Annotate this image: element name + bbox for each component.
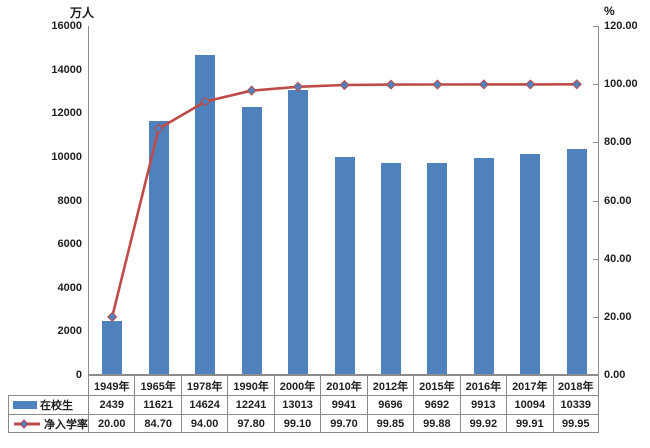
line-marker-2017年 [525, 79, 536, 90]
table-value-在校生-2012年: 9696 [366, 395, 414, 414]
category-label-2018年: 2018年 [552, 375, 599, 395]
plot-area [88, 26, 599, 375]
category-label-1978年: 1978年 [180, 375, 228, 395]
table-value-在校生-2018年: 10339 [552, 395, 599, 414]
right-axis-title: % [604, 4, 615, 18]
right-axis-tick-40.00: 40.00 [604, 253, 632, 265]
left-axis-tick-6000: 6000 [57, 238, 82, 250]
category-label-1965年: 1965年 [134, 375, 181, 395]
left-axis-tick-10000: 10000 [51, 151, 82, 163]
left-axis-tick-14000: 14000 [51, 64, 82, 76]
right-axis-tick-120.00: 120.00 [604, 20, 638, 32]
line-marker-1949年 [107, 311, 118, 322]
legend-label: 在校生 [40, 400, 73, 412]
table-value-净入学率-2018年: 99.95 [552, 414, 599, 433]
left-axis-tick-8000: 8000 [57, 195, 82, 207]
line-marker-2018年 [571, 79, 582, 90]
table-value-在校生-2016年: 9913 [459, 395, 507, 414]
line-marker-1990年 [246, 85, 257, 96]
line-marker-2010年 [339, 79, 350, 91]
bar-2017年 [520, 153, 541, 374]
category-label-1949年: 1949年 [88, 375, 135, 395]
right-axis-tick-0.00: 0.00 [604, 369, 626, 381]
bar-1949年 [102, 320, 123, 374]
line-series-svg [107, 79, 582, 322]
category-label-2010年: 2010年 [320, 375, 367, 395]
category-label-2016年: 2016年 [459, 375, 507, 395]
bar-2016年 [473, 157, 494, 374]
left-axis-title: 万人 [70, 6, 95, 20]
table-value-在校生-1949年: 2439 [88, 395, 135, 414]
category-label-1990年: 1990年 [227, 375, 274, 395]
table-value-在校生-2017年: 10094 [506, 395, 553, 414]
table-value-在校生-2015年: 9692 [413, 395, 460, 414]
table-value-净入学率-1990年: 97.80 [227, 414, 274, 433]
table-value-净入学率-2012年: 99.85 [366, 414, 414, 433]
table-value-净入学率-2016年: 99.92 [459, 414, 507, 433]
right-axis-tick-100.00: 100.00 [604, 78, 638, 90]
right-axis-tick-mark [593, 201, 598, 202]
bar-2010年 [334, 157, 355, 374]
left-axis-tick-0: 0 [75, 369, 82, 381]
line-series-path [110, 83, 577, 318]
left-axis-tick-2000: 2000 [57, 325, 82, 337]
table-value-净入学率-1949年: 20.00 [88, 414, 135, 433]
category-label-2017年: 2017年 [506, 375, 553, 395]
table-value-在校生-2010年: 9941 [320, 395, 367, 414]
line-marker-1965年 [153, 123, 164, 134]
line-series-swatch-icon [14, 418, 40, 429]
line-marker-1978年 [200, 96, 211, 107]
right-axis-tick-mark [593, 84, 598, 85]
left-axis-tick-4000: 4000 [57, 282, 82, 294]
table-value-在校生-2000年: 13013 [273, 395, 321, 414]
line-marker-2015年 [432, 79, 443, 90]
table-value-净入学率-2000年: 99.10 [273, 414, 321, 433]
category-label-2012年: 2012年 [366, 375, 414, 395]
legend-item-在校生: 在校生 [8, 395, 88, 414]
right-axis-tick-mark [593, 26, 598, 27]
left-axis-tick-12000: 12000 [51, 107, 82, 119]
bar-1990年 [241, 107, 262, 374]
bar-1965年 [148, 120, 169, 374]
table-value-净入学率-2015年: 99.88 [413, 414, 460, 433]
legend-item-净入学率: 净入学率 [8, 414, 88, 433]
table-value-净入学率-1978年: 94.00 [180, 414, 228, 433]
table-value-净入学率-1965年: 84.70 [134, 414, 181, 433]
right-axis-tick-mark [593, 142, 598, 143]
table-value-在校生-1965年: 11621 [134, 395, 181, 414]
right-axis-tick-mark [593, 317, 598, 318]
table-corner-blank [8, 375, 88, 395]
right-axis-tick-60.00: 60.00 [604, 195, 632, 207]
chart-data-table: 1949年 1965年 1978年 1990年 2000年 2010年 2012年 2015年… [8, 375, 599, 433]
right-axis-tick-mark [593, 259, 598, 260]
line-marker-2012年 [385, 79, 397, 90]
category-label-2015年: 2015年 [413, 375, 460, 395]
table-value-在校生-1978年: 14624 [180, 395, 228, 414]
category-label-2000年: 2000年 [273, 375, 321, 395]
table-value-在校生-1990年: 12241 [227, 395, 274, 414]
right-axis-tick-80.00: 80.00 [604, 136, 632, 148]
bar-2018年 [566, 148, 587, 374]
table-value-净入学率-2010年: 99.70 [320, 414, 367, 433]
table-value-净入学率-2017年: 99.91 [506, 414, 553, 433]
legend-label: 净入学率 [44, 418, 88, 431]
bar-2012年 [380, 162, 401, 374]
right-axis-tick-20.00: 20.00 [604, 311, 632, 323]
bar-2000年 [288, 90, 309, 374]
bar-1978年 [195, 55, 216, 374]
line-marker-2000年 [292, 81, 304, 92]
bar-2015年 [427, 162, 448, 374]
line-marker-2016年 [478, 79, 489, 90]
left-axis-tick-16000: 16000 [51, 20, 82, 32]
bar-series-swatch-icon [13, 401, 37, 409]
